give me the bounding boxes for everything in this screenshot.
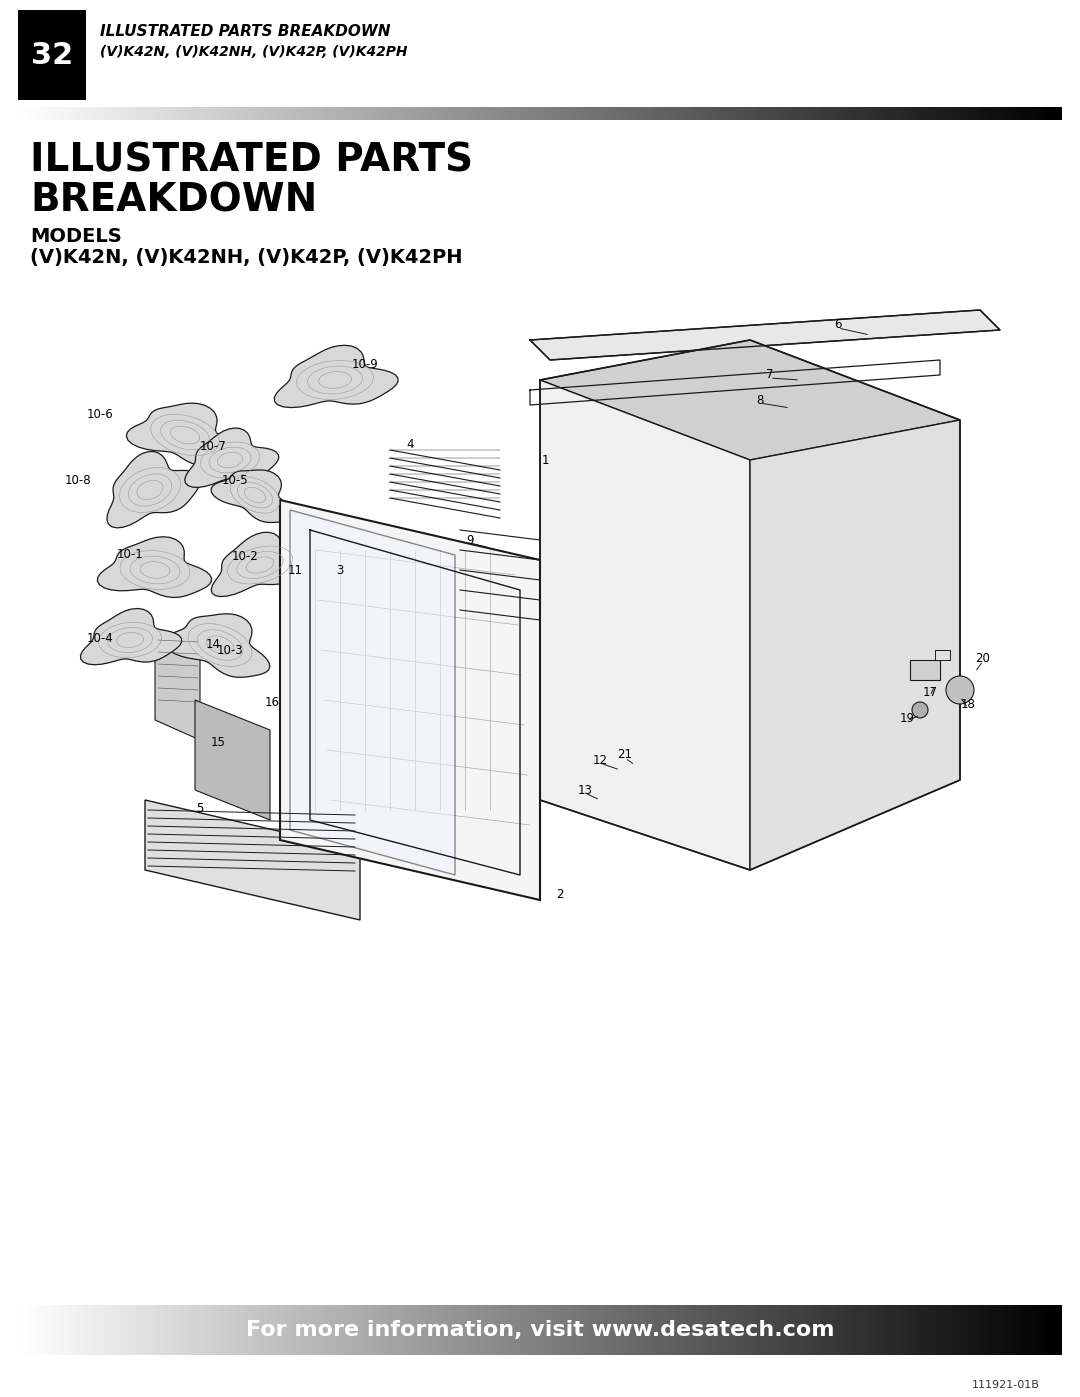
Text: 3: 3 (336, 563, 343, 577)
Text: 16: 16 (265, 697, 280, 710)
Text: MODELS: MODELS (30, 226, 122, 246)
Text: 13: 13 (578, 784, 593, 796)
Text: 10-6: 10-6 (86, 408, 113, 422)
Polygon shape (212, 532, 314, 597)
Text: 18: 18 (960, 698, 975, 711)
Text: 1: 1 (541, 454, 549, 467)
Text: 19: 19 (900, 711, 915, 725)
Circle shape (946, 676, 974, 704)
Polygon shape (750, 420, 960, 870)
Text: 10-5: 10-5 (221, 474, 248, 486)
Polygon shape (530, 310, 1000, 360)
Polygon shape (195, 700, 270, 820)
Text: 4: 4 (406, 437, 414, 450)
Text: 15: 15 (211, 736, 226, 750)
Polygon shape (274, 345, 399, 408)
Text: (V)K42N, (V)K42NH, (V)K42P, (V)K42PH: (V)K42N, (V)K42NH, (V)K42P, (V)K42PH (100, 45, 407, 59)
Text: ILLUSTRATED PARTS BREAKDOWN: ILLUSTRATED PARTS BREAKDOWN (100, 25, 391, 39)
Bar (18, 10, 86, 101)
Text: 32: 32 (31, 41, 73, 70)
Polygon shape (280, 500, 540, 900)
Text: 10-9: 10-9 (352, 359, 378, 372)
Text: 10-8: 10-8 (65, 474, 92, 486)
Text: 12: 12 (593, 753, 607, 767)
Text: 6: 6 (834, 319, 841, 331)
Polygon shape (291, 510, 455, 875)
Polygon shape (540, 339, 960, 460)
Bar (910, 659, 940, 680)
Text: 10-2: 10-2 (231, 550, 258, 563)
Polygon shape (126, 404, 240, 467)
Text: 14: 14 (205, 638, 220, 651)
Text: 9: 9 (467, 534, 474, 546)
Text: 11: 11 (287, 563, 302, 577)
Polygon shape (145, 800, 360, 921)
Bar (935, 650, 950, 659)
Text: 8: 8 (756, 394, 764, 407)
Text: 7: 7 (766, 369, 773, 381)
Text: 10-3: 10-3 (217, 644, 243, 657)
Text: 21: 21 (618, 749, 633, 761)
Polygon shape (540, 380, 750, 870)
Polygon shape (185, 427, 279, 488)
Text: (V)K42N, (V)K42NH, (V)K42P, (V)K42PH: (V)K42N, (V)K42NH, (V)K42P, (V)K42PH (30, 249, 462, 267)
Text: 10-1: 10-1 (117, 549, 144, 562)
Text: 5: 5 (197, 802, 204, 814)
Text: For more information, visit www.desatech.com: For more information, visit www.desatech… (246, 1320, 834, 1340)
Text: BREAKDOWN: BREAKDOWN (30, 182, 318, 219)
Circle shape (912, 703, 928, 718)
Text: 10-4: 10-4 (86, 631, 113, 644)
Text: 10-7: 10-7 (200, 440, 227, 454)
Polygon shape (156, 636, 200, 740)
Polygon shape (97, 536, 212, 598)
Text: 2: 2 (556, 888, 564, 901)
Polygon shape (107, 451, 201, 528)
Text: 111921-01B: 111921-01B (972, 1380, 1040, 1390)
Polygon shape (81, 609, 181, 665)
Text: ILLUSTRATED PARTS: ILLUSTRATED PARTS (30, 141, 473, 179)
Text: 20: 20 (975, 651, 990, 665)
Polygon shape (211, 469, 293, 522)
Polygon shape (164, 613, 270, 678)
Text: 17: 17 (922, 686, 937, 700)
